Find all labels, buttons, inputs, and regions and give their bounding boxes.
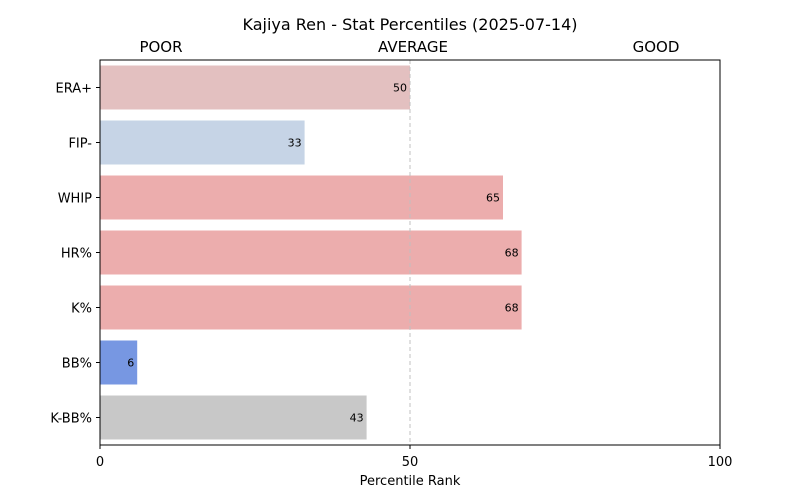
x-axis-label: Percentile Rank (360, 474, 461, 489)
value-label-fip: 33 (288, 137, 302, 150)
value-label-k-bb: 43 (350, 412, 364, 425)
value-label-whip: 65 (486, 192, 500, 205)
bar-bb (100, 340, 138, 385)
value-label-k: 68 (505, 302, 519, 315)
x-tick-label-100: 100 (708, 455, 733, 470)
value-label-era: 50 (393, 82, 407, 95)
category-label-k: K% (71, 302, 92, 317)
x-tick-label-0: 0 (96, 455, 104, 470)
chart-title: Kajiya Ren - Stat Percentiles (2025-07-1… (242, 15, 577, 34)
bar-fip (100, 120, 305, 165)
bar-k-bb (100, 395, 367, 440)
bar-hr (100, 230, 522, 275)
bars-layer: 50 33 65 68 68 6 43 (100, 65, 522, 440)
band-label-good: GOOD (633, 38, 680, 56)
category-label-k-bb: K-BB% (50, 412, 92, 427)
category-label-hr: HR% (61, 247, 92, 262)
value-label-bb: 6 (127, 357, 134, 370)
band-label-average: AVERAGE (378, 38, 448, 56)
bar-era (100, 65, 410, 110)
category-label-whip: WHIP (58, 192, 92, 207)
axis-layer: ERA+ FIP- WHIP HR% K% BB% K-BB% 0 50 100 (50, 82, 732, 471)
x-tick-label-50: 50 (402, 455, 419, 470)
band-label-poor: POOR (139, 38, 182, 56)
bar-k (100, 285, 522, 330)
category-label-era: ERA+ (55, 82, 92, 97)
category-label-fip: FIP- (68, 137, 92, 152)
value-label-hr: 68 (505, 247, 519, 260)
category-label-bb: BB% (62, 357, 92, 372)
bar-whip (100, 175, 503, 220)
